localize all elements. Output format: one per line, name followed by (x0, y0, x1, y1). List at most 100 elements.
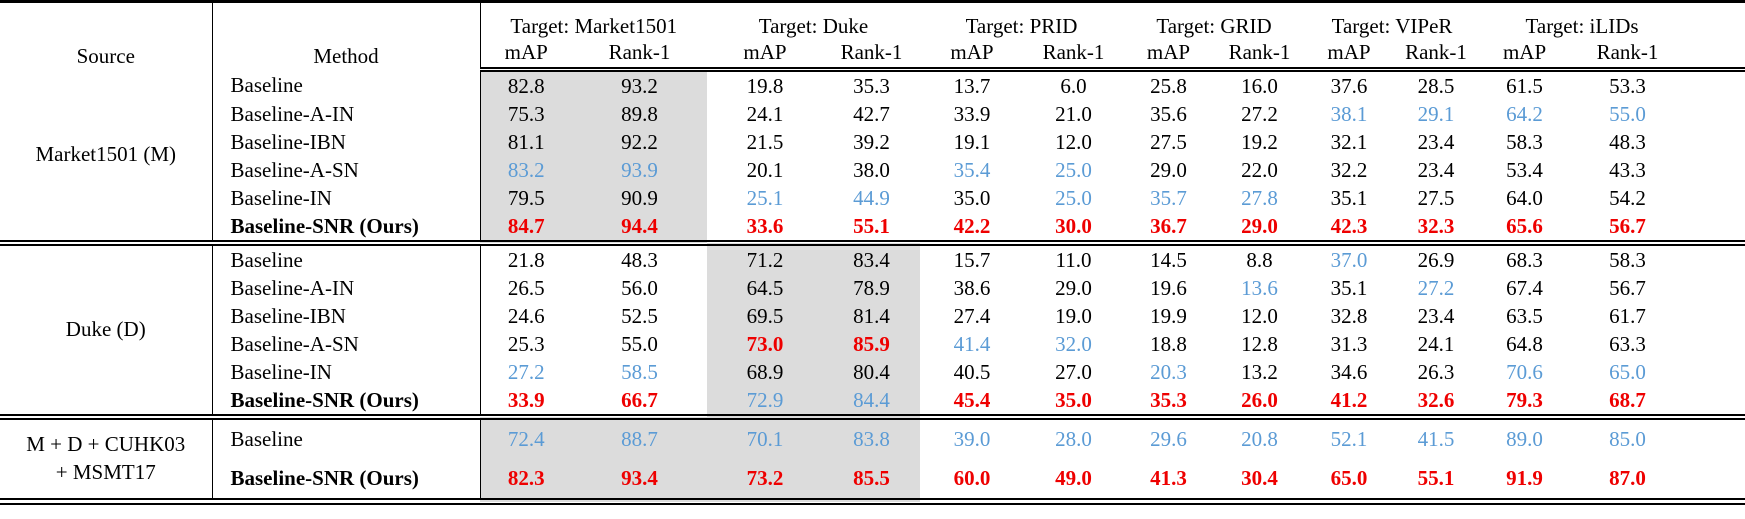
method-cell: Baseline (212, 69, 481, 100)
metric-value: 72.9 (707, 386, 823, 420)
metric-value: 25.8 (1150, 73, 1187, 98)
metric-value: 30.0 (1024, 212, 1124, 246)
metric-value: 18.8 (1150, 331, 1187, 356)
col-header-target-prid: Target: PRID (965, 13, 1078, 38)
metric-value: 48.3 (1609, 129, 1646, 154)
metric-value: 21.5 (746, 129, 784, 154)
metric-value: 49.0 (1055, 465, 1092, 490)
metric-value: 84.4 (823, 386, 920, 420)
table-row: Baseline-IN 27.2 58.5 68.9 80.4 40.5 27.0 20.3 1… (0, 358, 1745, 386)
method-cell: Baseline-IN (212, 358, 481, 386)
metric-value: 32.0 (1055, 331, 1092, 356)
metric-value: 26.5 (507, 275, 545, 300)
metric-value: 25.1 (746, 185, 784, 210)
metric-value: 68.3 (1506, 247, 1543, 272)
col-subheader-map: mAP (480, 39, 572, 72)
source-cell: Market1501 (M) (0, 69, 213, 246)
metric-value: 39.0 (953, 426, 991, 451)
header-row-metrics: mAP Rank-1 mAP Rank-1 mAP Rank-1 mAP Ran… (0, 39, 1745, 72)
table-row: Market1501 (M) Baseline 82.8 93.2 19.8 35.3 13… (0, 69, 1745, 246)
metric-value: 56.7 (1609, 275, 1646, 300)
metric-value: 85.5 (823, 459, 920, 502)
metric-value: 56.0 (621, 275, 658, 300)
col-subheader-map: mAP (1479, 39, 1571, 72)
metric-value: 72.4 (480, 417, 572, 459)
metric-value: 66.7 (572, 386, 707, 420)
metric-value: 63.5 (1506, 303, 1543, 328)
metric-value: 67.4 (1506, 275, 1543, 300)
metric-value: 25.0 (1055, 157, 1092, 182)
method-cell: Baseline (212, 243, 481, 274)
metric-value: 92.2 (572, 128, 707, 156)
col-subheader-map: mAP (707, 39, 823, 72)
metric-value: 27.0 (1055, 359, 1092, 384)
metric-value: 70.6 (1506, 359, 1543, 384)
metric-value: 43.3 (1609, 157, 1646, 182)
metric-value: 32.2 (1330, 157, 1368, 182)
metric-value: 73.0 (707, 330, 823, 358)
method-cell: Baseline-SNR (Ours) (212, 386, 481, 420)
metric-value: 26.9 (1417, 247, 1455, 272)
metric-value: 15.7 (953, 247, 991, 272)
source-cell: Duke (D) (0, 243, 213, 420)
metric-value: 13.2 (1241, 359, 1278, 384)
metric-value: 73.2 (707, 459, 823, 502)
col-subheader-map: mAP (920, 39, 1024, 72)
metric-value: 80.4 (823, 358, 920, 386)
col-header-target-market1501: Target: Market1501 (510, 13, 678, 38)
metric-value: 19.9 (1150, 303, 1187, 328)
metric-value: 65.0 (1330, 465, 1368, 490)
metric-value: 24.6 (507, 303, 545, 328)
method-cell: Baseline (212, 417, 481, 459)
table-row: Baseline-SNR (Ours) 33.9 66.7 72.9 84.4 45.4 3… (0, 386, 1745, 420)
metric-value: 65.6 (1479, 212, 1571, 246)
metric-value: 35.7 (1150, 185, 1187, 210)
metric-value: 27.5 (1150, 129, 1187, 154)
metric-value: 6.0 (1060, 73, 1087, 98)
metric-value: 94.4 (572, 212, 707, 246)
metric-value: 69.5 (707, 302, 823, 330)
method-cell: Baseline-A-SN (212, 330, 481, 358)
metric-value: 84.7 (480, 212, 572, 246)
metric-value: 8.8 (1246, 247, 1273, 272)
metric-value: 37.0 (1330, 247, 1368, 272)
metric-value: 41.5 (1417, 426, 1455, 451)
metric-value: 27.5 (1417, 185, 1455, 210)
metric-value: 23.4 (1417, 303, 1455, 328)
metric-value: 29.6 (1150, 426, 1187, 451)
metric-value: 29.1 (1417, 101, 1455, 126)
metric-value: 27.2 (1417, 275, 1455, 300)
metric-value: 24.1 (1417, 331, 1455, 356)
col-subheader-rank1: Rank-1 (1024, 39, 1124, 72)
table-row: Baseline-A-SN 25.3 55.0 73.0 85.9 41.4 32.0 18.… (0, 330, 1745, 358)
col-subheader-map: mAP (1305, 39, 1394, 72)
col-subheader-rank1: Rank-1 (1570, 39, 1745, 72)
metric-value: 32.6 (1393, 386, 1480, 420)
table-row: Baseline-SNR (Ours) 84.7 94.4 33.6 55.1 42.2 3… (0, 212, 1745, 246)
metric-value: 44.9 (853, 185, 890, 210)
metric-value: 27.2 (507, 359, 545, 384)
metric-value: 78.9 (823, 274, 920, 302)
table-row: Baseline-A-IN 75.3 89.8 24.1 42.7 33.9 21.0 35.… (0, 100, 1745, 128)
metric-value: 68.7 (1570, 386, 1745, 420)
metric-value: 24.1 (746, 101, 784, 126)
metric-value: 23.4 (1417, 129, 1455, 154)
col-subheader-rank1: Rank-1 (1393, 39, 1480, 72)
metric-value: 32.3 (1393, 212, 1480, 246)
metric-value: 90.9 (572, 184, 707, 212)
metric-value: 83.8 (823, 417, 920, 459)
results-table: Source Method Target: Market1501 Target:… (0, 0, 1745, 505)
metric-value: 38.0 (853, 157, 890, 182)
method-cell: Baseline-A-IN (212, 100, 481, 128)
metric-value: 39.2 (853, 129, 890, 154)
method-cell: Baseline-IN (212, 184, 481, 212)
metric-value: 61.5 (1506, 73, 1543, 98)
metric-value: 35.0 (953, 185, 991, 210)
metric-value: 31.3 (1330, 331, 1368, 356)
col-header-target-grid: Target: GRID (1156, 13, 1272, 38)
metric-value: 33.9 (480, 386, 572, 420)
metric-value: 37.6 (1330, 73, 1368, 98)
metric-value: 19.8 (746, 73, 784, 98)
method-cell: Baseline-A-SN (212, 156, 481, 184)
